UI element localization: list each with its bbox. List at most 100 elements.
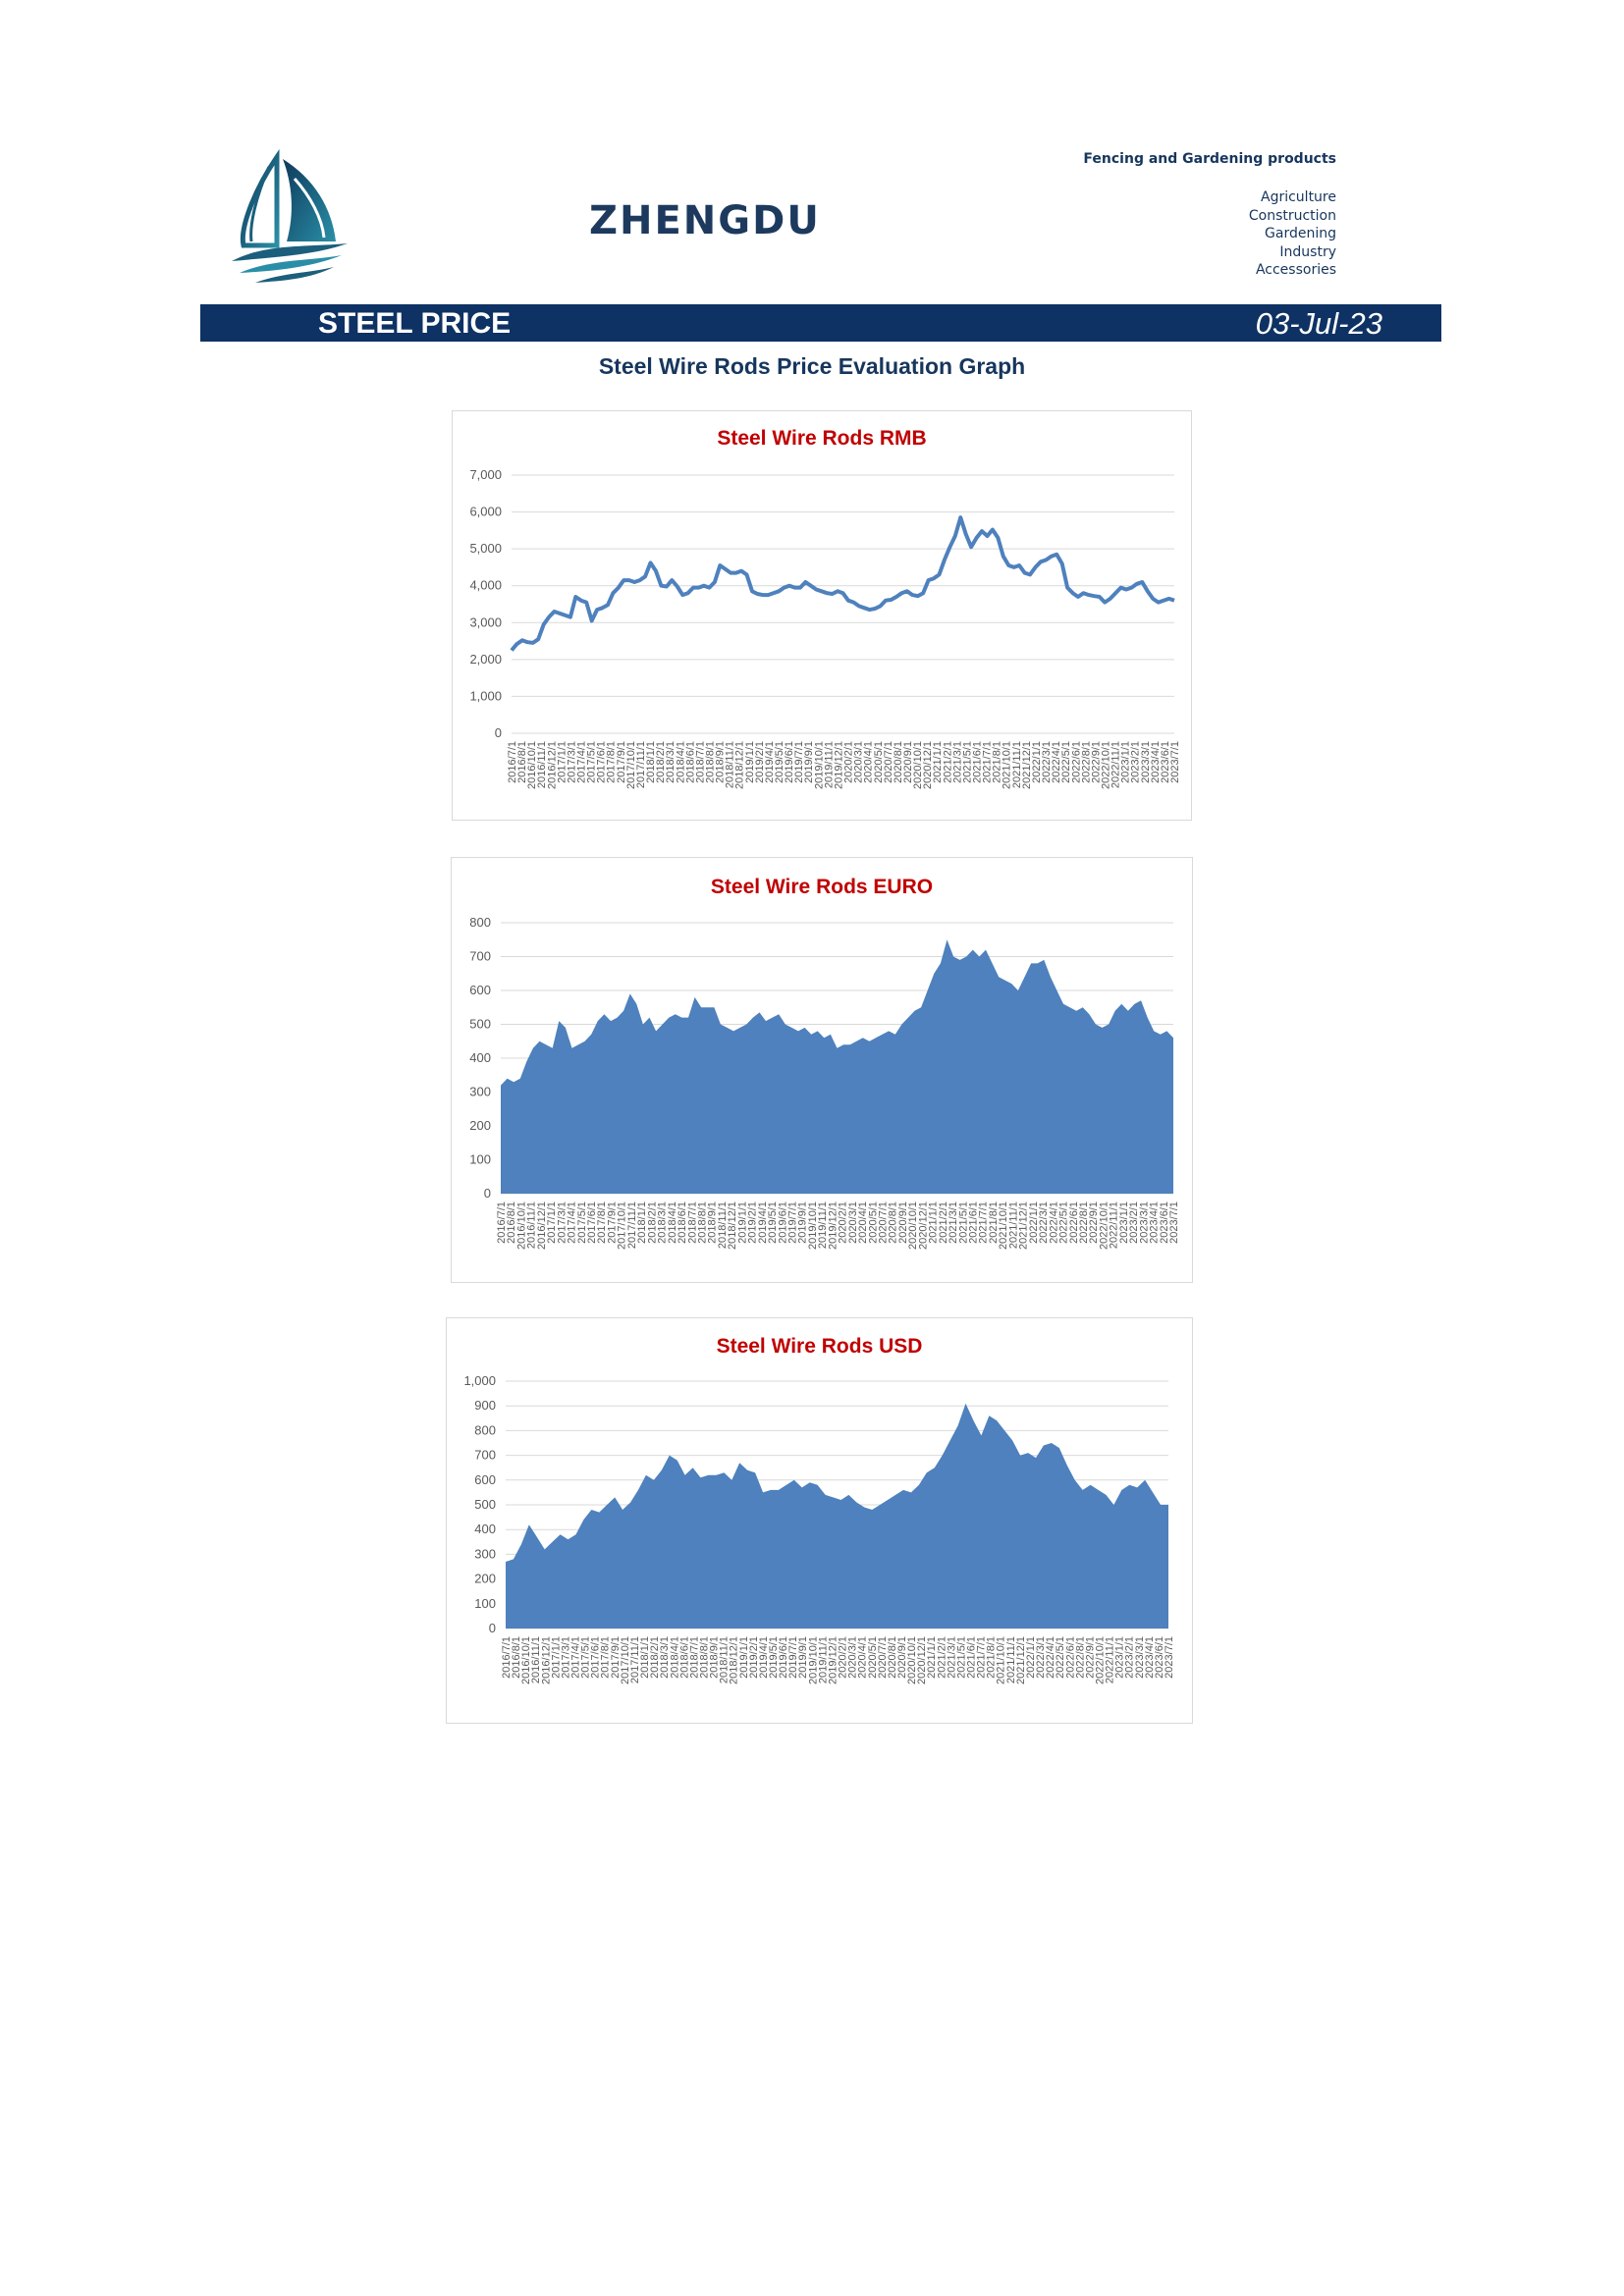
x-tick-label: 2019/9/1 (797, 1636, 809, 1679)
x-tick-label: 2020/9/1 (896, 1636, 908, 1679)
x-tick-label: 2017/10/1 (617, 1201, 628, 1250)
x-tick-label: 2021/7/1 (976, 1636, 988, 1679)
x-tick-label: 2022/9/1 (1084, 1636, 1096, 1679)
y-tick-label: 0 (489, 1621, 496, 1635)
x-tick-label: 2019/4/1 (757, 1201, 769, 1244)
x-tick-label: 2020/3/1 (847, 1201, 859, 1244)
x-tick-label: 2016/12/1 (546, 741, 558, 789)
x-tick-label: 2020/2/1 (843, 741, 855, 783)
y-tick-label: 800 (474, 1422, 496, 1437)
category-list: Agriculture Construction Gardening Indus… (1249, 188, 1336, 280)
y-tick-label: 500 (474, 1497, 496, 1512)
y-tick-label: 6,000 (469, 505, 502, 519)
x-tick-label: 2016/12/1 (536, 1201, 548, 1250)
x-tick-label: 2018/1/1 (639, 1636, 651, 1679)
x-tick-label: 2023/2/1 (1130, 741, 1142, 783)
x-tick-label: 2018/3/1 (665, 741, 677, 783)
x-tick-label: 2018/7/1 (694, 741, 706, 783)
x-tick-label: 2021/6/1 (966, 1636, 978, 1679)
category-item: Agriculture (1261, 189, 1336, 205)
x-tick-label: 2023/3/1 (1134, 1636, 1146, 1679)
x-tick-label: 2020/7/1 (883, 741, 894, 783)
x-tick-label: 2018/2/1 (649, 1636, 661, 1679)
y-tick-label: 700 (469, 949, 491, 964)
banner-date: 03-Jul-23 (1255, 306, 1382, 341)
x-tick-label: 2019/10/1 (813, 741, 825, 789)
x-tick-label: 2017/9/1 (616, 741, 627, 783)
y-tick-label: 1,000 (463, 1373, 496, 1388)
x-tick-label: 2017/4/1 (567, 1201, 578, 1244)
chart-rmb-svg: Steel Wire Rods RMB 0 1,000 2,000 3,000 4,000… (469, 427, 1181, 789)
x-tick-label: 2022/5/1 (1055, 1636, 1066, 1679)
x-tick-label: 2019/5/1 (768, 1636, 780, 1679)
x-tick-label: 2021/5/1 (955, 1636, 967, 1679)
x-tick-label: 2022/4/1 (1051, 741, 1062, 783)
x-tick-label: 2023/4/1 (1150, 741, 1162, 783)
x-tick-label: 2018/4/1 (667, 1201, 678, 1244)
x-tick-label: 2017/3/1 (560, 1636, 571, 1679)
x-tick-label: 2021/8/1 (992, 741, 1003, 783)
x-tick-label: 2022/9/1 (1090, 741, 1102, 783)
x-tick-label: 2019/6/1 (778, 1636, 789, 1679)
x-tick-label: 2021/12/1 (1015, 1636, 1027, 1684)
x-tick-label: 2018/3/1 (657, 1201, 669, 1244)
x-tick-label: 2022/11/1 (1110, 741, 1122, 788)
x-tick-label: 2018/6/1 (684, 741, 696, 783)
x-tick-label: 2017/11/1 (635, 741, 647, 788)
x-tick-label: 2023/7/1 (1169, 741, 1181, 783)
x-tick-label: 2022/8/1 (1078, 1201, 1090, 1244)
x-tick-label: 2021/10/1 (1001, 741, 1013, 789)
x-tick-label: 2018/4/1 (669, 1636, 680, 1679)
x-tick-label: 2022/6/1 (1068, 1201, 1080, 1244)
x-tick-label: 2019/12/1 (827, 1201, 839, 1250)
x-tick-label: 2022/6/1 (1070, 741, 1082, 783)
x-tick-label: 2023/6/1 (1154, 1636, 1165, 1679)
x-tick-label: 2019/10/1 (807, 1636, 819, 1684)
x-tick-label: 2021/2/1 (936, 1636, 947, 1679)
line-series (510, 515, 1175, 652)
brand-name: ZHENGDU (589, 198, 821, 243)
x-tick-label: 2023/7/1 (1164, 1636, 1175, 1679)
x-tick-label: 2018/2/1 (655, 741, 667, 783)
x-tick-label: 2022/5/1 (1058, 1201, 1070, 1244)
x-tick-label: 2019/9/1 (797, 1201, 809, 1244)
y-tick-label: 200 (474, 1572, 496, 1586)
x-tick-label: 2018/12/1 (729, 1636, 740, 1684)
x-tick-label: 2017/8/1 (600, 1636, 612, 1679)
x-tick-label: 2017/5/1 (586, 741, 598, 783)
x-tick-label: 2018/7/1 (688, 1636, 700, 1679)
x-tick-label: 2019/9/1 (803, 741, 815, 783)
x-tick-label: 2017/9/1 (610, 1636, 622, 1679)
chart-title: Steel Wire Rods RMB (717, 427, 926, 450)
x-tick-label: 2016/8/1 (511, 1636, 522, 1679)
y-tick-label: 600 (474, 1472, 496, 1487)
x-tick-label: 2019/1/1 (736, 1201, 748, 1244)
y-tick-label: 300 (469, 1085, 491, 1099)
x-tick-label: 2020/5/1 (867, 1201, 879, 1244)
x-tick-label: 2023/1/1 (1118, 1201, 1130, 1244)
y-tick-label: 0 (495, 725, 502, 740)
chart-euro-svg: Steel Wire Rods EURO 0 100 200 300 400 500 600 7… (469, 876, 1180, 1250)
chart-usd: Steel Wire Rods USD 0 100 200 300 400 500 600 70… (446, 1317, 1193, 1724)
x-tick-label: 2017/3/1 (556, 1201, 568, 1244)
x-tick-label: 2018/9/1 (709, 1636, 721, 1679)
x-tick-label: 2023/4/1 (1149, 1201, 1161, 1244)
x-tick-label: 2017/11/1 (629, 1636, 641, 1683)
x-tick-label: 2018/1/1 (636, 1201, 648, 1244)
x-tick-label: 2016/10/1 (515, 1201, 527, 1250)
x-tick-label: 2020/3/1 (847, 1636, 859, 1679)
x-tick-label: 2020/2/1 (838, 1636, 849, 1679)
x-tick-label: 2018/11/1 (725, 741, 736, 788)
x-tick-label: 2017/6/1 (596, 741, 608, 783)
x-tick-label: 2017/9/1 (607, 1201, 619, 1244)
x-tick-label: 2023/7/1 (1168, 1201, 1180, 1244)
x-tick-label: 2019/6/1 (777, 1201, 788, 1244)
x-tick-label: 2022/1/1 (1028, 1201, 1040, 1244)
x-tick-label: 2017/4/1 (570, 1636, 582, 1679)
tagline: Fencing and Gardening products (1083, 151, 1336, 167)
x-tick-label: 2018/11/1 (719, 1636, 731, 1683)
x-tick-label: 2021/3/1 (947, 1201, 959, 1244)
x-tick-label: 2021/6/1 (968, 1201, 980, 1244)
x-tick-label: 2023/2/1 (1128, 1201, 1140, 1244)
x-tick-label: 2021/3/1 (951, 741, 963, 783)
